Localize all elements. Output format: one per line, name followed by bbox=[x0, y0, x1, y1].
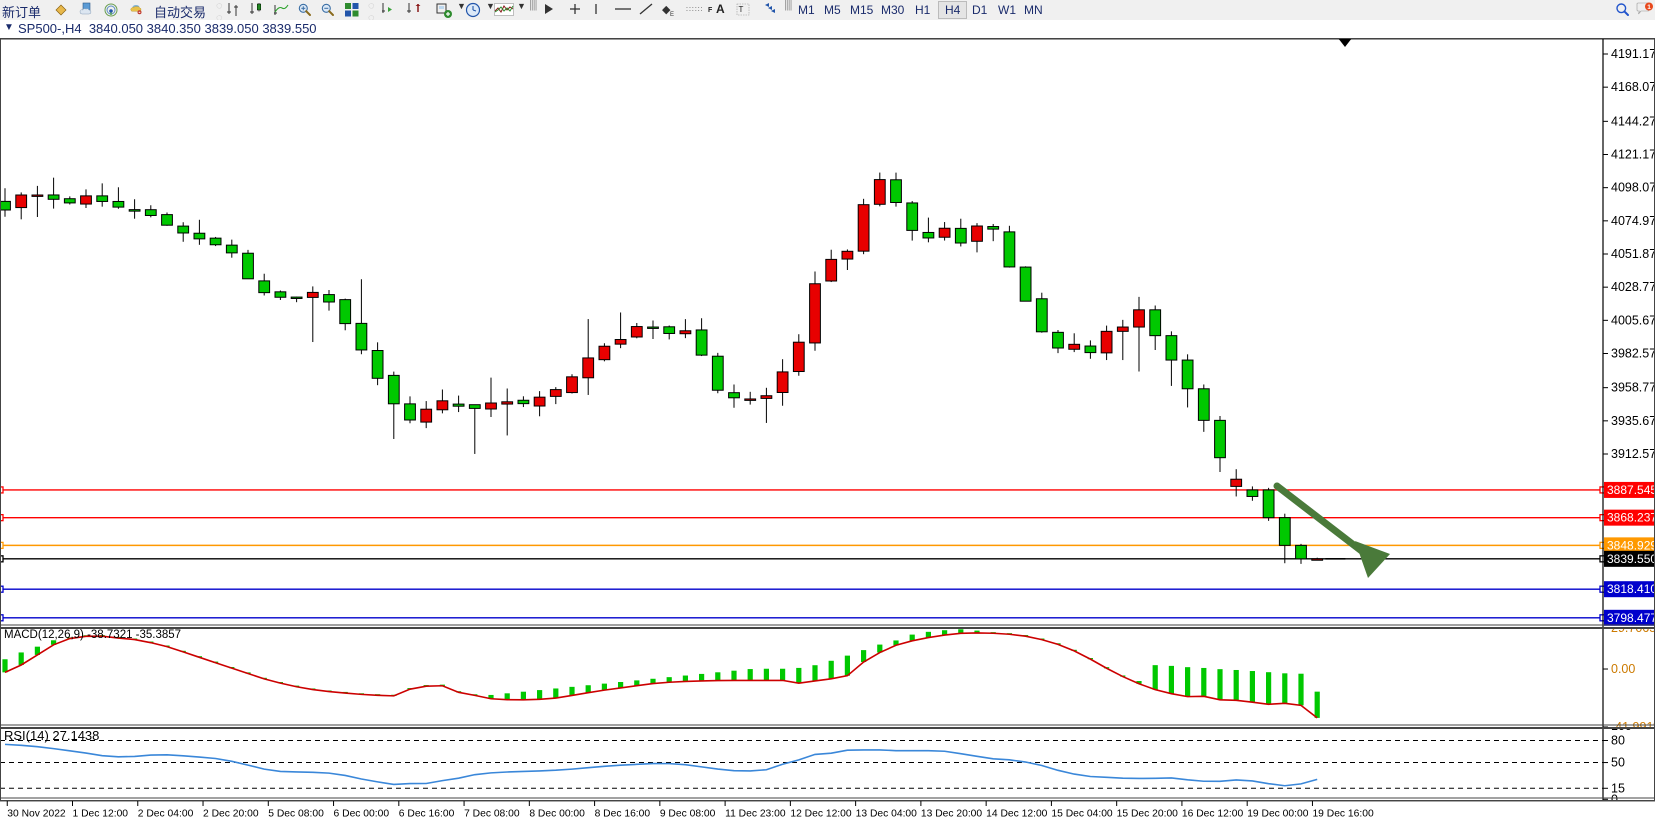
svg-text:11 Dec 23:00: 11 Dec 23:00 bbox=[725, 809, 786, 820]
svg-text:RSI(14) 27.1438: RSI(14) 27.1438 bbox=[4, 728, 99, 743]
svg-text:0.00: 0.00 bbox=[1611, 662, 1635, 676]
svg-text:4051.870: 4051.870 bbox=[1611, 247, 1655, 261]
svg-text:3839.550: 3839.550 bbox=[1607, 552, 1655, 566]
svg-text:1 Dec 12:00: 1 Dec 12:00 bbox=[73, 809, 129, 820]
svg-text:4005.670: 4005.670 bbox=[1611, 313, 1655, 327]
svg-text:3912.570: 3912.570 bbox=[1611, 447, 1655, 461]
svg-text:0: 0 bbox=[1611, 792, 1618, 801]
svg-text:19 Dec 16:00: 19 Dec 16:00 bbox=[1312, 809, 1374, 820]
svg-text:F: F bbox=[708, 7, 713, 13]
svg-text:1: 1 bbox=[1647, 4, 1651, 11]
svg-text:3868.237: 3868.237 bbox=[1607, 511, 1655, 525]
svg-text:4191.170: 4191.170 bbox=[1611, 47, 1655, 61]
svg-text:4098.070: 4098.070 bbox=[1611, 181, 1655, 195]
svg-text:13 Dec 04:00: 13 Dec 04:00 bbox=[856, 809, 918, 820]
svg-text:E: E bbox=[670, 12, 674, 17]
svg-text:7 Dec 08:00: 7 Dec 08:00 bbox=[464, 809, 520, 820]
svg-text:::::::: :::::: bbox=[686, 6, 702, 13]
svg-text:13 Dec 20:00: 13 Dec 20:00 bbox=[921, 809, 983, 820]
svg-text:4028.770: 4028.770 bbox=[1611, 280, 1655, 294]
svg-text:6 Dec 16:00: 6 Dec 16:00 bbox=[399, 809, 455, 820]
svg-text:29.7065: 29.7065 bbox=[1611, 628, 1655, 635]
svg-text:16 Dec 12:00: 16 Dec 12:00 bbox=[1182, 809, 1244, 820]
svg-text:4074.970: 4074.970 bbox=[1611, 214, 1655, 228]
svg-text:8 Dec 16:00: 8 Dec 16:00 bbox=[595, 809, 651, 820]
svg-text:3935.670: 3935.670 bbox=[1611, 414, 1655, 428]
svg-text:4144.270: 4144.270 bbox=[1611, 114, 1655, 128]
svg-text:15 Dec 04:00: 15 Dec 04:00 bbox=[1051, 809, 1113, 820]
svg-text:4121.170: 4121.170 bbox=[1611, 148, 1655, 162]
svg-text:MACD(12,26,9) -38.7321 -35.385: MACD(12,26,9) -38.7321 -35.3857 bbox=[4, 629, 181, 641]
svg-text:9 Dec 08:00: 9 Dec 08:00 bbox=[660, 809, 716, 820]
svg-text:80: 80 bbox=[1611, 734, 1625, 748]
svg-text:19 Dec 00:00: 19 Dec 00:00 bbox=[1247, 809, 1309, 820]
svg-text:3848.929: 3848.929 bbox=[1607, 538, 1655, 552]
svg-text:5 Dec 08:00: 5 Dec 08:00 bbox=[268, 809, 324, 820]
svg-text:-41.9911: -41.9911 bbox=[1611, 720, 1655, 728]
svg-text:3798.477: 3798.477 bbox=[1607, 611, 1655, 625]
svg-text:50: 50 bbox=[1611, 756, 1625, 770]
svg-text:4168.070: 4168.070 bbox=[1611, 80, 1655, 94]
svg-text:12 Dec 12:00: 12 Dec 12:00 bbox=[790, 809, 852, 820]
svg-text:3982.570: 3982.570 bbox=[1611, 346, 1655, 360]
svg-text:30 Nov 2022: 30 Nov 2022 bbox=[7, 809, 66, 820]
svg-text:8 Dec 00:00: 8 Dec 00:00 bbox=[529, 809, 585, 820]
svg-text:2 Dec 20:00: 2 Dec 20:00 bbox=[203, 809, 259, 820]
svg-text:14 Dec 12:00: 14 Dec 12:00 bbox=[986, 809, 1048, 820]
svg-text:6 Dec 00:00: 6 Dec 00:00 bbox=[334, 809, 390, 820]
svg-text:T: T bbox=[739, 5, 744, 14]
svg-text:2 Dec 04:00: 2 Dec 04:00 bbox=[138, 809, 194, 820]
svg-text:3818.410: 3818.410 bbox=[1607, 582, 1655, 596]
svg-text:3958.770: 3958.770 bbox=[1611, 381, 1655, 395]
svg-text:15 Dec 20:00: 15 Dec 20:00 bbox=[1117, 809, 1179, 820]
svg-text:3887.545: 3887.545 bbox=[1607, 483, 1655, 497]
